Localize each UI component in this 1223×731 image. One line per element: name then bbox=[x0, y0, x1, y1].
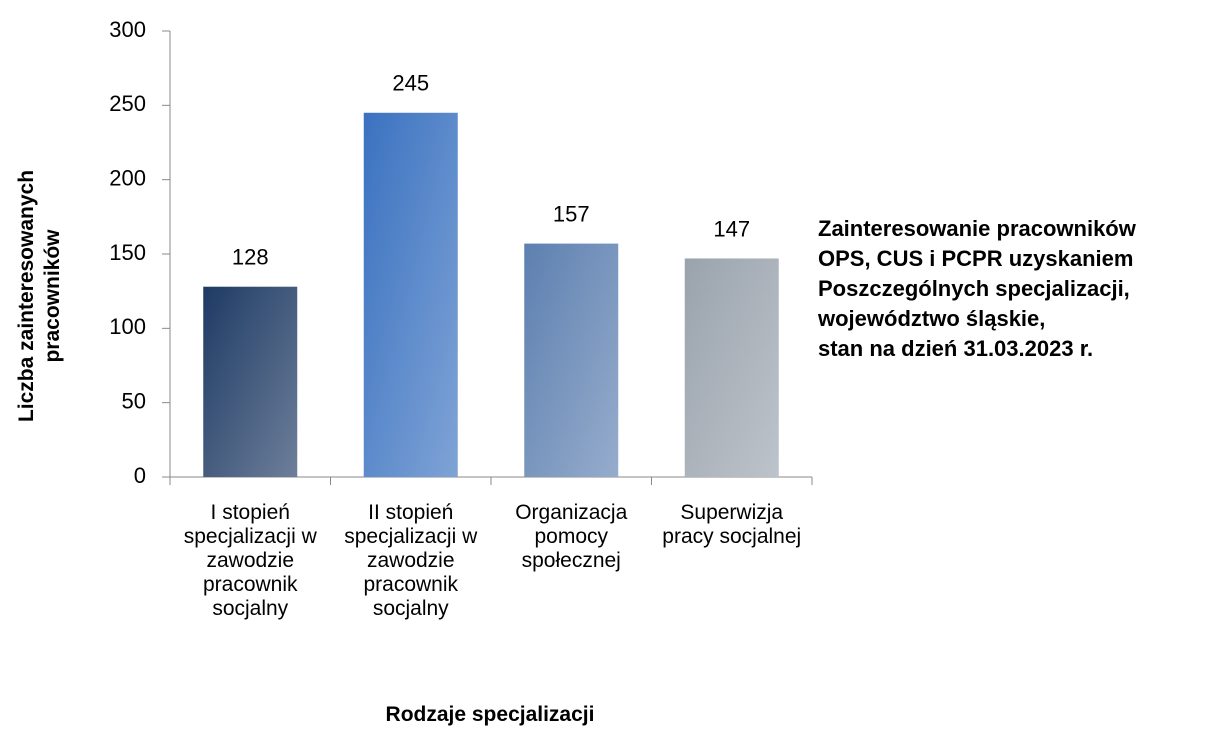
x-axis-title: Rodzaje specjalizacji bbox=[385, 703, 595, 726]
value-label: 157 bbox=[553, 201, 590, 226]
y-tick-label: 100 bbox=[109, 314, 146, 339]
y-tick-label: 0 bbox=[134, 463, 146, 488]
bar bbox=[363, 112, 458, 478]
y-tick-label: 150 bbox=[109, 240, 146, 265]
chart-title: Zainteresowanie pracowników OPS, CUS i P… bbox=[818, 216, 1136, 361]
x-tick-label: Organizacja pomocy społecznej bbox=[515, 501, 628, 572]
value-label: 245 bbox=[392, 71, 429, 96]
bar bbox=[684, 258, 779, 477]
bar bbox=[203, 286, 298, 477]
bar bbox=[524, 243, 619, 477]
x-tick-label: I stopień specjalizacji w zawodzie praco… bbox=[183, 501, 317, 620]
value-label: 128 bbox=[232, 245, 269, 270]
x-tick-label: II stopień specjalizacji w zawodzie prac… bbox=[344, 501, 478, 620]
x-tick-label: Superwizja pracy socjalnej bbox=[662, 501, 802, 548]
value-label: 147 bbox=[713, 216, 750, 241]
y-axis-title: Liczba zainteresowanych pracowników bbox=[15, 169, 64, 423]
y-tick-label: 200 bbox=[109, 165, 146, 190]
y-tick-label: 300 bbox=[109, 17, 146, 42]
y-tick-label: 50 bbox=[122, 388, 146, 413]
y-tick-label: 250 bbox=[109, 91, 146, 116]
